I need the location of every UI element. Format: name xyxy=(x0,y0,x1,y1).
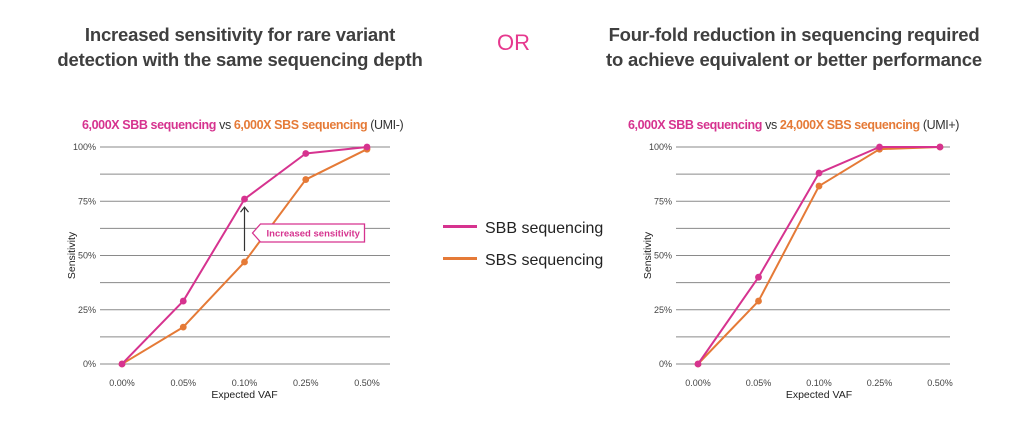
x-tick-label: 0.50% xyxy=(927,378,953,388)
headline-right-line1: Four-fold reduction in sequencing requir… xyxy=(608,24,980,45)
x-tick-label: 0.10% xyxy=(232,378,258,388)
chart-left-title-sbs: 6,000X SBS sequencing xyxy=(233,118,368,132)
headline-left-line1: Increased sensitivity for rare variant xyxy=(84,24,396,45)
chart-0: 0% 25% 50% 75% 100% 0.00% 0.05% 0.10% 0.25% 0.50%… xyxy=(66,142,390,401)
data-point-sbb xyxy=(755,273,762,281)
data-point-sbs xyxy=(755,297,762,305)
y-axis-label: Sensitivity xyxy=(66,231,78,279)
chart-right-title-sbs: 24,000X SBS sequencing xyxy=(779,118,920,132)
x-tick-label: 0.10% xyxy=(806,378,832,388)
data-point-sbs xyxy=(815,182,823,190)
y-tick-label: 75% xyxy=(654,196,672,206)
chart-left-title-suffix: (UMI-) xyxy=(367,118,404,132)
series-line-sbs xyxy=(121,148,368,365)
chart-right-title-sbb: 6,000X SBB sequencing xyxy=(628,118,763,132)
data-point-sbb xyxy=(241,195,248,203)
data-point-sbb xyxy=(876,143,883,151)
x-tick-label: 0.50% xyxy=(354,378,380,388)
x-tick-label: 0.05% xyxy=(170,378,196,388)
data-point-sbb xyxy=(302,150,310,157)
annotation-arrowhead xyxy=(240,206,249,213)
chart-right-title-suffix: (UMI+) xyxy=(919,118,960,132)
data-point-sbb xyxy=(363,143,371,151)
y-tick-label: 100% xyxy=(649,142,672,152)
or-label: OR xyxy=(497,30,530,55)
x-axis-label: Expected VAF xyxy=(211,389,277,401)
y-tick-label: 50% xyxy=(654,251,672,261)
y-tick-label: 0% xyxy=(659,359,672,369)
headline-right-line2: to achieve equivalent or better performa… xyxy=(606,49,982,70)
legend-item-sbs: SBS sequencing xyxy=(443,252,603,270)
x-tick-label: 0.25% xyxy=(867,378,893,388)
data-point-sbb xyxy=(179,297,187,305)
data-point-sbs xyxy=(302,176,310,183)
x-tick-label: 0.25% xyxy=(293,378,319,388)
legend-swatch-sbb xyxy=(443,225,477,229)
x-tick-label: 0.00% xyxy=(685,378,711,388)
chart-right-title: 6,000X SBB sequencing vs 24,000X SBS seq… xyxy=(628,118,959,132)
chart-left-title-sbb: 6,000X SBB sequencing xyxy=(82,118,217,132)
legend-label-sbs: SBS sequencing xyxy=(485,252,604,269)
x-tick-label: 0.00% xyxy=(109,378,135,388)
x-tick-label: 0.05% xyxy=(746,378,772,388)
y-tick-label: 25% xyxy=(78,305,96,315)
data-point-sbb xyxy=(694,360,702,368)
annotation-callout-box xyxy=(251,223,366,243)
annotation-text: Increased sensitivity xyxy=(267,229,361,240)
y-tick-label: 50% xyxy=(78,251,96,261)
y-tick-label: 100% xyxy=(73,142,96,152)
legend-item-sbb: SBB sequencing xyxy=(443,220,603,238)
y-axis-label: Sensitivity xyxy=(642,231,654,279)
legend-label-sbb: SBB sequencing xyxy=(485,220,604,237)
y-tick-label: 0% xyxy=(83,359,96,369)
data-point-sbb xyxy=(118,360,126,368)
y-tick-label: 25% xyxy=(654,305,672,315)
headline-left-line2: detection with the same sequencing depth xyxy=(57,49,423,70)
chart-left-title-vs: vs xyxy=(216,118,234,132)
chart-right-title-vs: vs xyxy=(762,118,780,132)
data-point-sbs xyxy=(241,258,248,266)
chart-left-title: 6,000X SBB sequencing vs 6,000X SBS sequ… xyxy=(82,118,404,132)
x-axis-label: Expected VAF xyxy=(786,389,852,401)
headline-left: Increased sensitivity for rare variant d… xyxy=(40,22,440,72)
legend-swatch-sbs xyxy=(443,257,477,261)
headline-right: Four-fold reduction in sequencing requir… xyxy=(584,22,1004,72)
data-point-sbs xyxy=(179,323,187,331)
chart-1: 0% 25% 50% 75% 100% 0.00% 0.05% 0.10% 0.25% 0.50%… xyxy=(642,142,953,401)
data-point-sbb xyxy=(815,169,823,177)
data-point-sbb xyxy=(936,143,944,151)
y-tick-label: 75% xyxy=(78,196,96,206)
